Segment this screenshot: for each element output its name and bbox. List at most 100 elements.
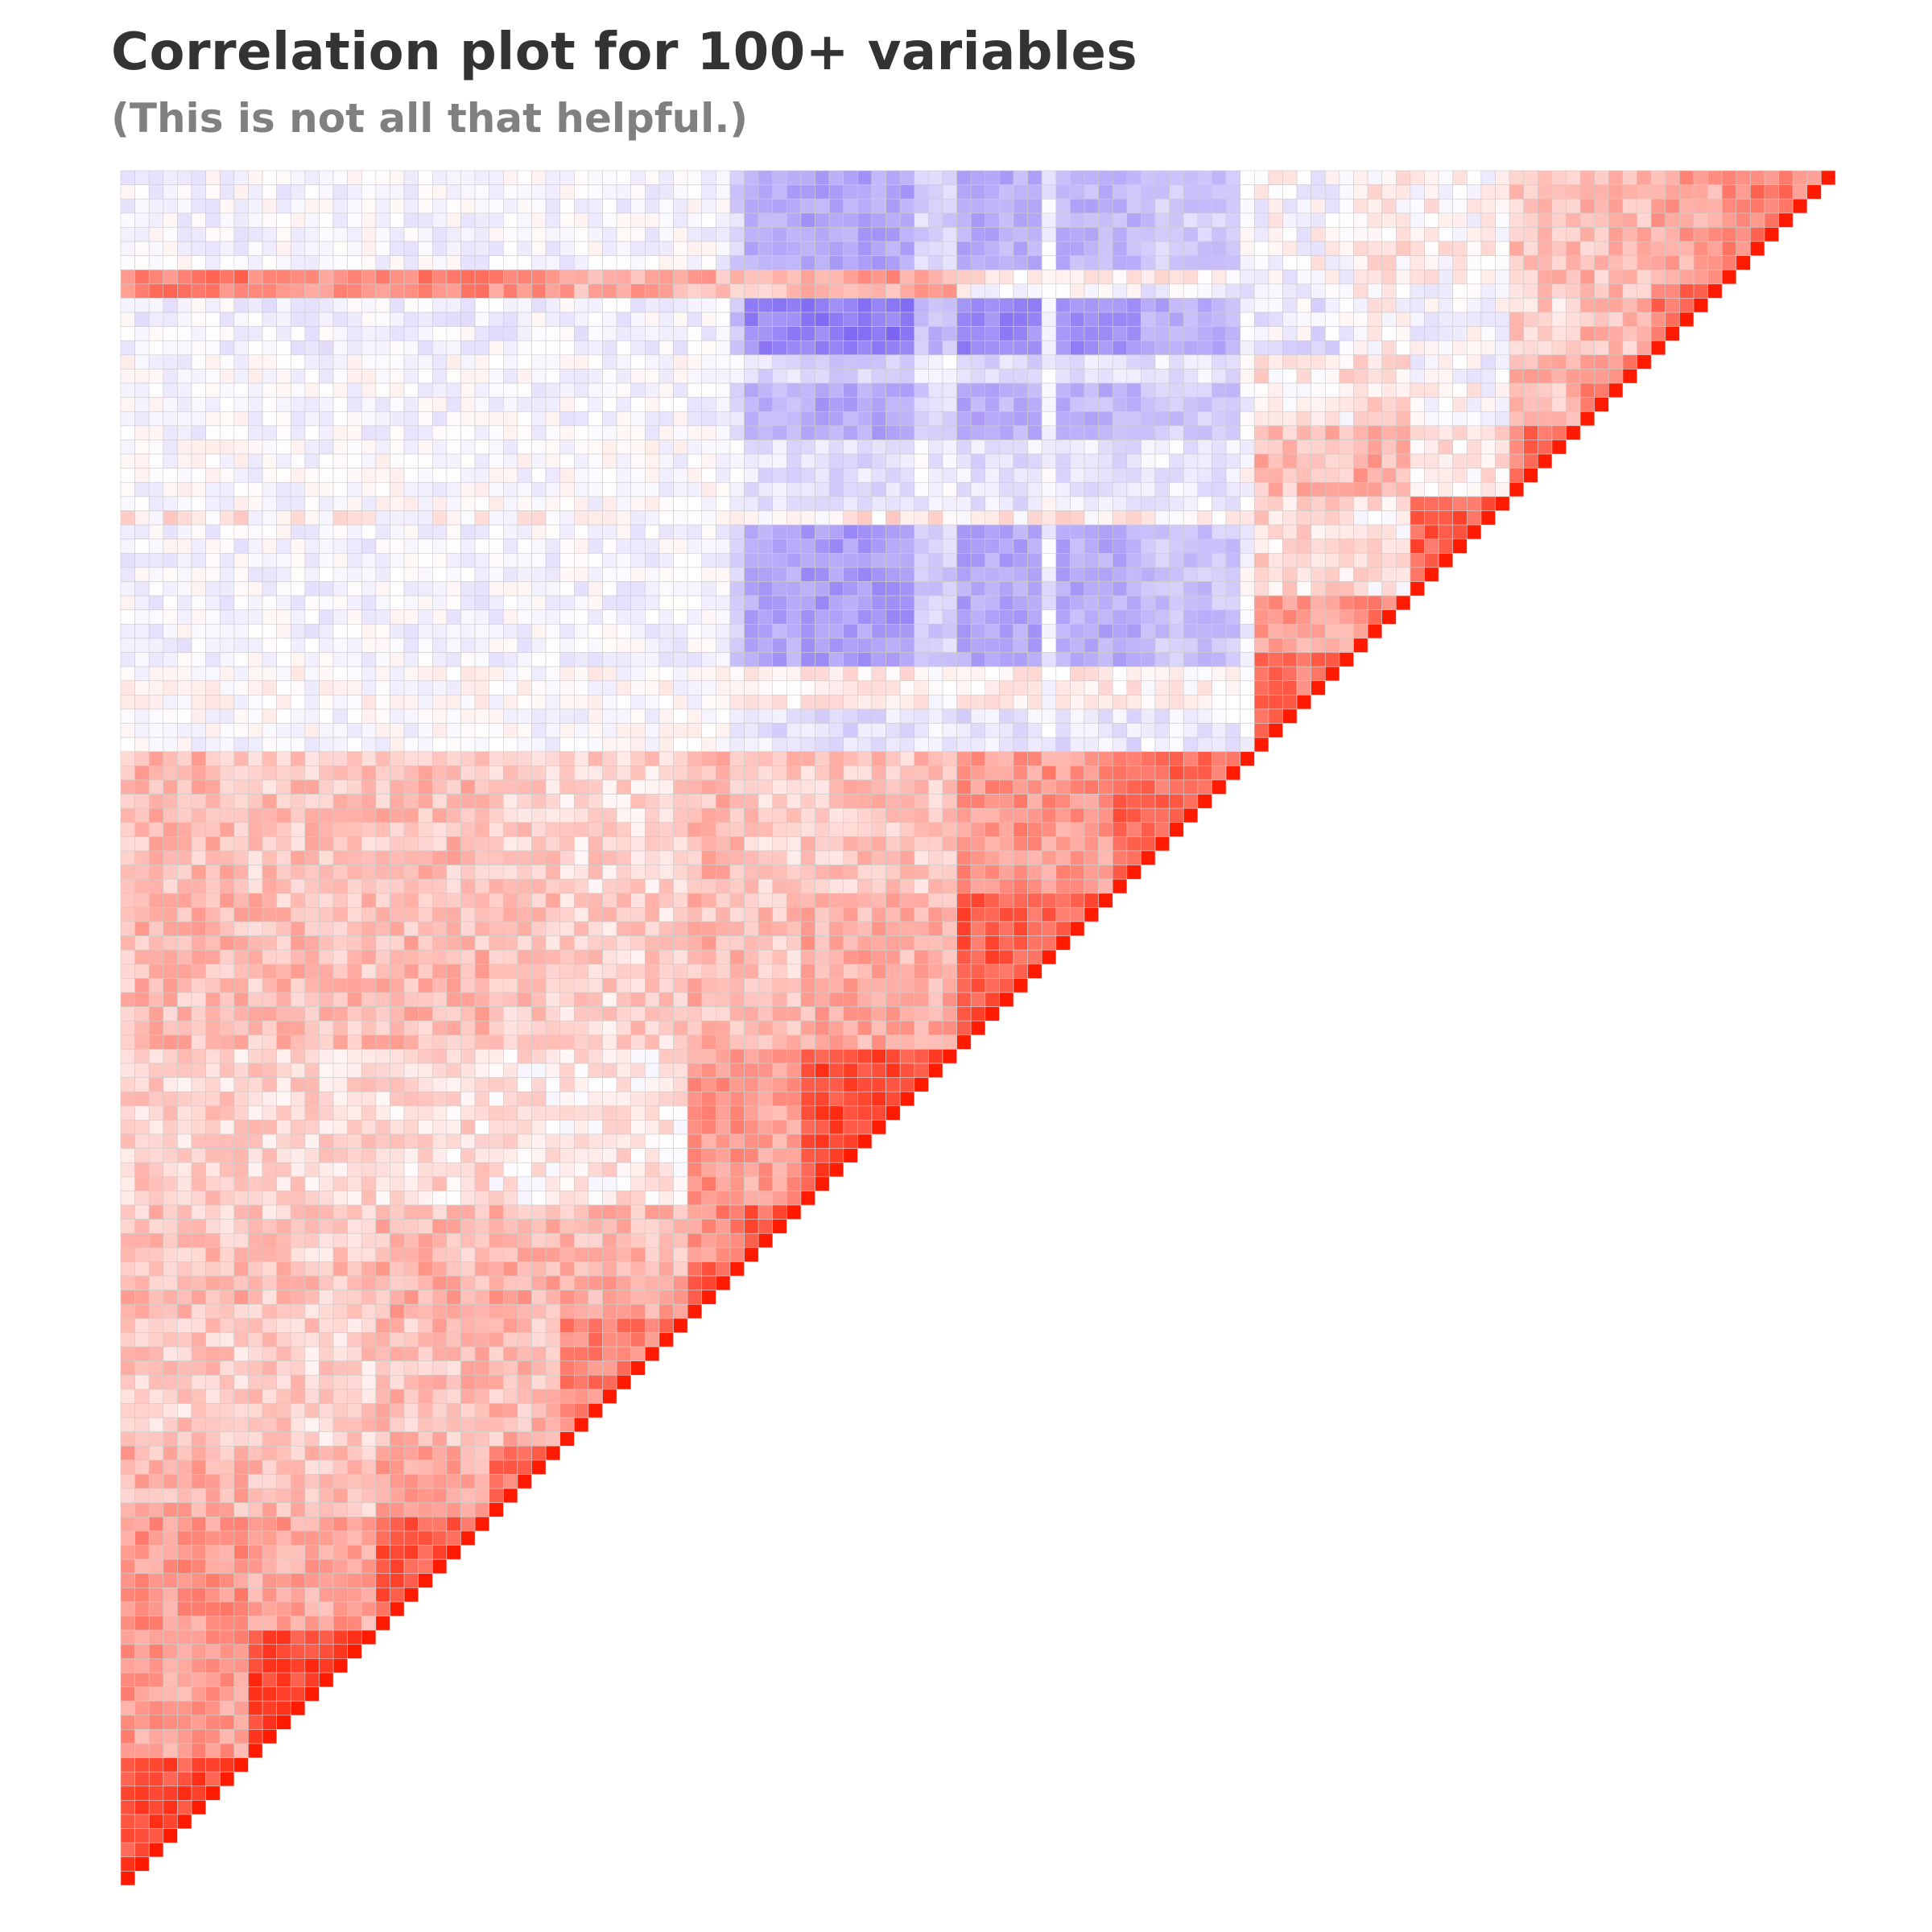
heatmap-cell [375,836,390,852]
heatmap-cell [1126,255,1141,270]
heatmap-cell [1084,695,1099,710]
heatmap-cell [1070,227,1085,242]
heatmap-cell [1253,539,1269,554]
heatmap-cell [828,567,844,582]
heatmap-cell [403,411,419,427]
heatmap-cell [843,312,858,327]
heatmap-cell [1013,850,1028,865]
heatmap-cell [786,751,802,766]
heatmap-cell [517,652,532,667]
heatmap-cell [390,567,405,582]
heatmap-cell [502,893,518,908]
heatmap-cell [744,481,759,497]
heatmap-cell [786,369,802,384]
heatmap-cell [1197,680,1212,696]
heatmap-cell [815,524,830,539]
heatmap-cell [545,241,560,256]
heatmap-cell [446,552,461,568]
heatmap-cell [1381,496,1397,511]
heatmap-cell [545,411,560,427]
heatmap-cell [786,397,802,412]
heatmap-cell [1013,440,1028,455]
heatmap-cell [460,751,476,766]
heatmap-cell [871,822,886,837]
heatmap-cell [758,822,774,837]
heatmap-cell [687,779,703,795]
heatmap-cell [701,766,716,781]
heatmap-cell [716,453,731,469]
heatmap-cell [446,652,461,667]
heatmap-cell [701,269,716,285]
heatmap-cell [219,878,235,894]
heatmap-cell [474,723,489,738]
heatmap-cell [1353,298,1368,313]
heatmap-cell [517,878,532,894]
heatmap-cell [616,836,632,852]
heatmap-cell [1197,468,1212,483]
heatmap-cell [474,283,489,299]
heatmap-cell [1311,468,1326,483]
heatmap-cell [1296,425,1311,440]
heatmap-cell [1041,652,1057,667]
heatmap-cell [914,822,929,837]
heatmap-cell [786,878,802,894]
heatmap-cell [276,354,291,369]
heatmap-cell [1622,326,1637,341]
heatmap-cell [474,468,489,483]
heatmap-cell [1027,312,1042,327]
heatmap-cell [361,510,377,526]
heatmap-cell [361,567,377,582]
heatmap-cell [1225,666,1241,682]
heatmap-cell [489,354,504,369]
heatmap-cell [148,779,164,795]
heatmap-cell [1679,298,1695,313]
heatmap-cell [262,822,277,837]
heatmap-cell [1112,298,1128,313]
heatmap-cell [602,184,617,200]
heatmap-cell [1650,269,1666,285]
heatmap-cell [1480,298,1496,313]
heatmap-cell [815,737,830,753]
heatmap-cell [531,283,547,299]
heatmap-cell [134,298,150,313]
heatmap-cell [1566,326,1581,341]
heatmap-cell [1339,552,1354,568]
heatmap-cell [347,907,362,923]
heatmap-cell [815,836,830,852]
heatmap-cell [177,567,192,582]
heatmap-cell [985,865,1000,880]
heatmap-cell [502,878,518,894]
heatmap-cell [531,524,547,539]
heatmap-cell [1112,751,1128,766]
heatmap-cell [658,496,674,511]
heatmap-cell [602,382,617,398]
heatmap-cell [744,638,759,653]
heatmap-cell [191,496,206,511]
heatmap-cell [1778,170,1794,185]
heatmap-cell [403,624,419,639]
heatmap-cell [474,708,489,724]
heatmap-cell [134,269,150,285]
heatmap-cell [645,326,660,341]
heatmap-cell [1212,241,1227,256]
heatmap-cell [375,382,390,398]
heatmap-cell [1112,766,1128,781]
heatmap-cell [772,779,787,795]
heatmap-cell [1197,453,1212,469]
heatmap-cell [1212,779,1227,795]
heatmap-cell [1311,382,1326,398]
heatmap-cell [1538,354,1553,369]
heatmap-cell [857,638,873,653]
heatmap-cell [1055,227,1071,242]
heatmap-cell [630,369,646,384]
heatmap-cell [248,283,263,299]
heatmap-cell [800,638,815,653]
heatmap-cell [616,524,632,539]
heatmap-cell [474,440,489,455]
heatmap-cell [1126,666,1141,682]
heatmap-cell [772,227,787,242]
heatmap-cell [347,354,362,369]
heatmap-cell [446,468,461,483]
heatmap-cell [418,751,433,766]
heatmap-cell [857,227,873,242]
